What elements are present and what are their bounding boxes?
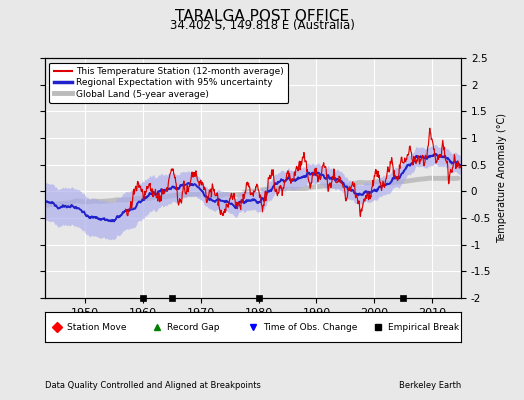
Text: Data Quality Controlled and Aligned at Breakpoints: Data Quality Controlled and Aligned at B… <box>45 381 260 390</box>
Text: TARALGA POST OFFICE: TARALGA POST OFFICE <box>175 9 349 24</box>
Text: 34.402 S, 149.818 E (Australia): 34.402 S, 149.818 E (Australia) <box>170 19 354 32</box>
Y-axis label: Temperature Anomaly (°C): Temperature Anomaly (°C) <box>497 113 507 243</box>
Text: Empirical Break: Empirical Break <box>388 322 460 332</box>
Text: Time of Obs. Change: Time of Obs. Change <box>263 322 357 332</box>
Text: Station Move: Station Move <box>68 322 127 332</box>
Text: Record Gap: Record Gap <box>168 322 220 332</box>
Text: Berkeley Earth: Berkeley Earth <box>399 381 461 390</box>
Legend: This Temperature Station (12-month average), Regional Expectation with 95% uncer: This Temperature Station (12-month avera… <box>49 62 288 103</box>
